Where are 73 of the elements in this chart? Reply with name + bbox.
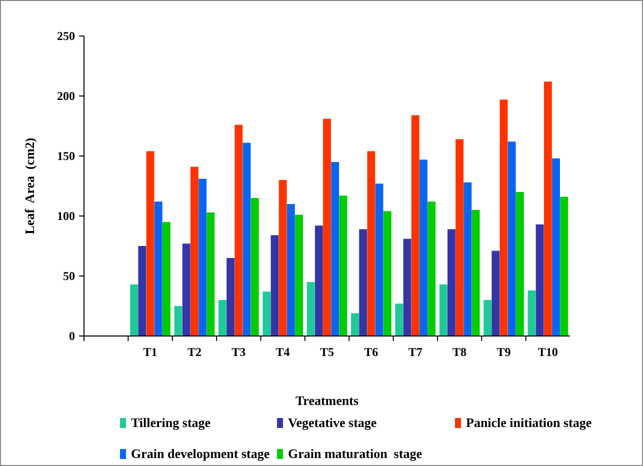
bar: [162, 222, 170, 336]
bar: [154, 202, 162, 336]
bar: [484, 300, 492, 336]
legend-label: Panicle initiation stage: [466, 415, 592, 430]
bar: [242, 142, 251, 336]
bar: [508, 142, 516, 336]
bar: [411, 115, 420, 336]
bar: [552, 158, 560, 336]
y-tick-label: 250: [57, 29, 75, 44]
bar: [528, 290, 536, 336]
bar: [130, 284, 138, 336]
x-tick-label: T4: [276, 345, 290, 359]
bar: [323, 118, 331, 336]
bar: [174, 306, 182, 336]
bar: [182, 244, 190, 336]
bar: [351, 313, 359, 336]
x-tick-label: T1: [143, 345, 158, 359]
bar: [536, 224, 544, 336]
legend-label: Grain development stage: [131, 446, 270, 461]
bar: [516, 192, 524, 336]
bar: [419, 160, 428, 336]
x-tick-label: T8: [452, 345, 467, 359]
y-tick-label: 0: [69, 329, 75, 344]
bar: [439, 284, 448, 336]
bar: [234, 124, 243, 336]
bar: [375, 184, 384, 336]
y-tick-label: 100: [57, 209, 75, 224]
y-tick-label: 50: [63, 269, 75, 284]
bar: [331, 162, 340, 336]
bar: [464, 182, 472, 336]
bar: [560, 196, 568, 336]
bar: [447, 229, 456, 336]
bar: [262, 292, 271, 336]
bar: [500, 100, 508, 336]
legend-label: Vegetative stage: [288, 415, 377, 430]
bar: [306, 282, 315, 336]
x-tick-label: T10: [538, 345, 558, 359]
bar: [314, 226, 323, 336]
x-tick-label: T6: [364, 345, 378, 359]
bar: [472, 210, 480, 336]
bar: [339, 196, 348, 336]
bar: [218, 300, 226, 336]
legend-label: Grain maturation stage: [288, 446, 422, 461]
bar: [190, 166, 198, 336]
x-tick-label: T5: [320, 345, 334, 359]
bar: [456, 139, 464, 336]
bar: [146, 151, 154, 336]
bar: [138, 246, 146, 336]
x-tick-label: T2: [187, 345, 202, 359]
bar: [278, 180, 287, 336]
y-tick-label: 150: [57, 149, 75, 164]
bar: [206, 212, 215, 336]
bar: [286, 204, 295, 336]
bar: [395, 304, 404, 336]
x-axis-title: Treatments: [295, 393, 359, 408]
bar: [403, 238, 412, 336]
x-tick-label: T7: [408, 345, 422, 359]
x-tick-label: T3: [232, 345, 246, 359]
legend-label: Tillering stage: [131, 415, 211, 430]
bar: [428, 202, 436, 336]
bar: [295, 214, 303, 336]
y-tick-label: 200: [57, 89, 75, 104]
bar: [226, 258, 235, 336]
bar: [367, 151, 376, 336]
bar: [492, 250, 500, 336]
x-tick-label: T9: [496, 345, 511, 359]
y-axis-title: Leaf Area (cm2): [22, 138, 37, 234]
bar: [359, 229, 368, 336]
bar: [198, 178, 207, 336]
bar: [250, 198, 259, 336]
bar: [383, 211, 392, 336]
bar: [270, 235, 279, 336]
bar: [544, 82, 552, 336]
